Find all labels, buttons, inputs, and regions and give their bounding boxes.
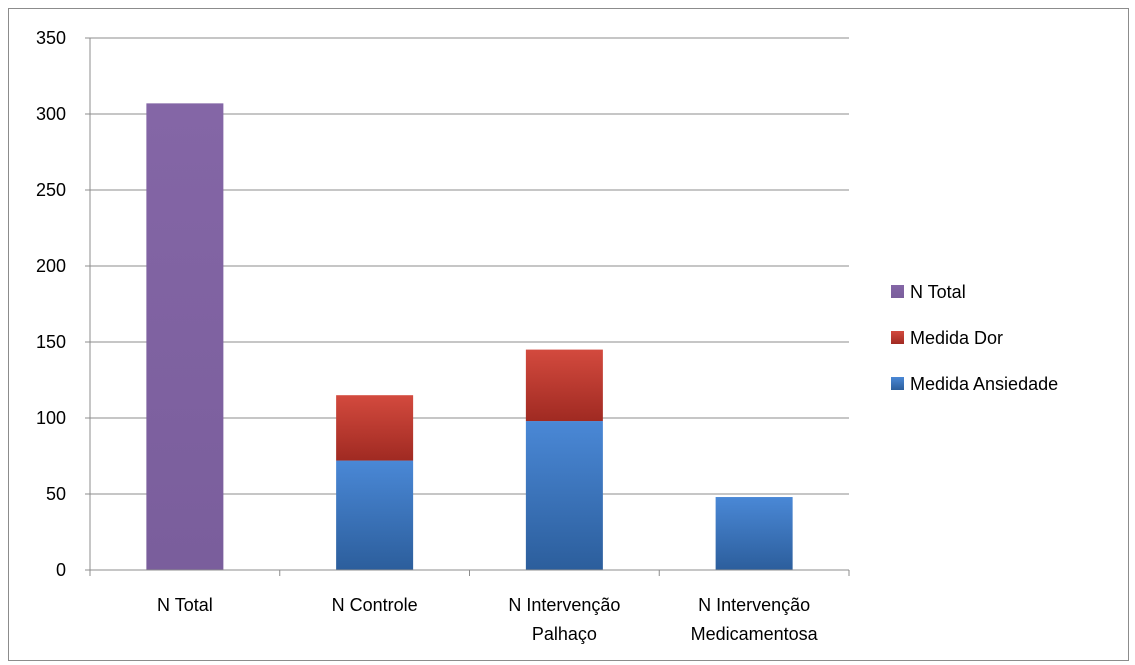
y-tick-label: 200	[36, 256, 66, 276]
legend-label: N Total	[910, 282, 966, 302]
legend-label: Medida Dor	[910, 328, 1003, 348]
legend-swatch	[891, 331, 904, 344]
bar-medida-dor	[525, 349, 603, 422]
legend-swatch	[891, 377, 904, 390]
bars	[146, 103, 793, 571]
bar-n-total	[146, 103, 224, 571]
axes	[85, 37, 850, 576]
bar-medida-ansiedade	[525, 421, 603, 570]
x-tick-label: N Intervenção	[508, 595, 620, 615]
legend: N Total Medida Dor Medida Ansiedade	[891, 282, 1058, 394]
legend-label: Medida Ansiedade	[910, 374, 1058, 394]
x-tick-label: N Intervenção	[698, 595, 810, 615]
y-tick-label: 150	[36, 332, 66, 352]
x-tick-label: N Controle	[332, 595, 418, 615]
y-tick-label: 250	[36, 180, 66, 200]
x-tick-label: Palhaço	[532, 624, 597, 644]
x-axis-tick-labels: N Total N Controle N Intervenção Palhaço N I…	[157, 595, 819, 644]
x-tick-label: Medicamentosa	[691, 624, 819, 644]
y-tick-label: 50	[46, 484, 66, 504]
bar-medida-ansiedade	[715, 497, 793, 570]
x-tick-label: N Total	[157, 595, 213, 615]
y-tick-label: 100	[36, 408, 66, 428]
y-tick-label: 300	[36, 104, 66, 124]
legend-swatch	[891, 285, 904, 298]
y-tick-label: 0	[56, 560, 66, 580]
bar-medida-dor	[336, 395, 414, 461]
y-tick-label: 350	[36, 28, 66, 48]
y-axis-tick-labels: 0 50 100 150 200 250 300 350	[36, 28, 66, 580]
bar-medida-ansiedade	[336, 460, 414, 570]
